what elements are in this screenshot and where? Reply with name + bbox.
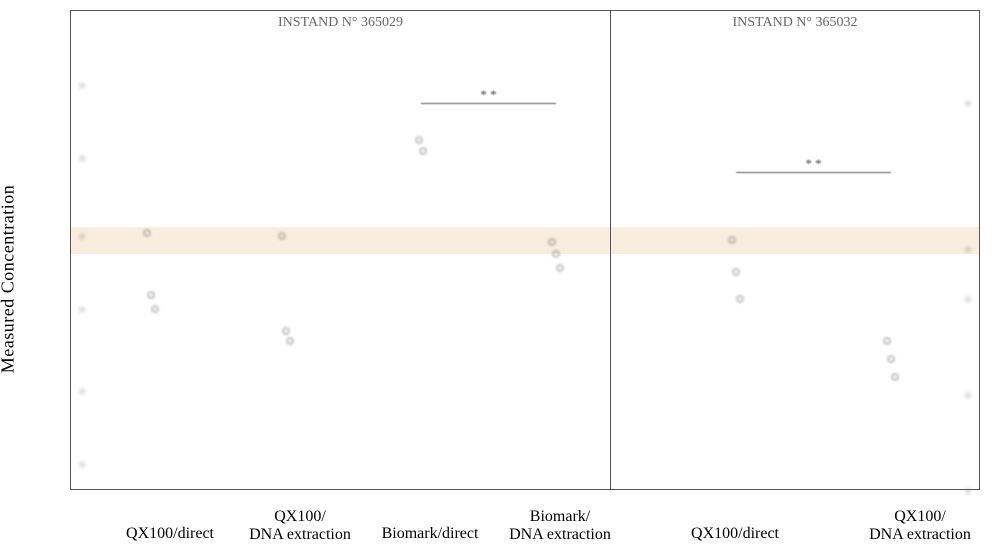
panel-365029: INSTAND N° 365029 o o o o o o * * — [70, 10, 610, 490]
y-tick: o — [961, 243, 975, 255]
y-tick: o — [75, 230, 89, 242]
data-point — [892, 374, 899, 381]
y-tick: o — [961, 389, 975, 401]
data-point — [549, 239, 556, 246]
significance-bar — [421, 103, 556, 104]
panel-inner: o o o o o o * * — [71, 35, 610, 489]
y-tick: o — [75, 152, 89, 164]
significance-bar — [736, 172, 891, 173]
figure-root: Measured Concentration INSTAND N° 365029… — [0, 0, 1000, 557]
highlight-band — [71, 227, 610, 254]
x-axis-label: QX100/DNA extraction — [869, 508, 971, 545]
data-point — [420, 148, 427, 155]
y-tick: o — [961, 485, 975, 497]
data-point — [152, 305, 159, 312]
data-point — [287, 337, 294, 344]
data-point — [888, 355, 895, 362]
significance-stars: * * — [480, 87, 496, 103]
data-point — [553, 250, 560, 257]
y-tick: o — [961, 97, 975, 109]
panel-365032: INSTAND N° 365032 ooooo* * — [610, 10, 980, 490]
data-point — [729, 237, 736, 244]
panel-inner: ooooo* * — [611, 35, 979, 489]
data-point — [416, 136, 423, 143]
data-point — [557, 264, 564, 271]
y-tick: o — [75, 458, 89, 470]
panel-title: INSTAND N° 365029 — [71, 11, 610, 35]
y-axis-label: Measured Concentration — [0, 184, 19, 372]
x-axis-label: QX100/direct — [126, 525, 214, 543]
highlight-band — [611, 227, 979, 254]
plot-area: INSTAND N° 365029 o o o o o o * * INSTAND N° 3… — [70, 10, 980, 490]
y-tick: o — [961, 293, 975, 305]
data-point — [884, 337, 891, 344]
data-point — [148, 291, 155, 298]
data-point — [733, 269, 740, 276]
data-point — [279, 232, 286, 239]
y-tick: o — [75, 385, 89, 397]
data-point — [737, 296, 744, 303]
panel-title: INSTAND N° 365032 — [611, 11, 979, 35]
x-axis-label: Biomark/DNA extraction — [509, 508, 611, 545]
y-tick: o — [75, 303, 89, 315]
x-axis-label: QX100/DNA extraction — [249, 508, 351, 545]
significance-stars: * * — [805, 156, 821, 172]
data-point — [144, 230, 151, 237]
x-axis-label: Biomark/direct — [382, 525, 479, 543]
data-point — [283, 328, 290, 335]
x-axis-label: QX100/direct — [691, 525, 779, 543]
y-tick: o — [75, 79, 89, 91]
